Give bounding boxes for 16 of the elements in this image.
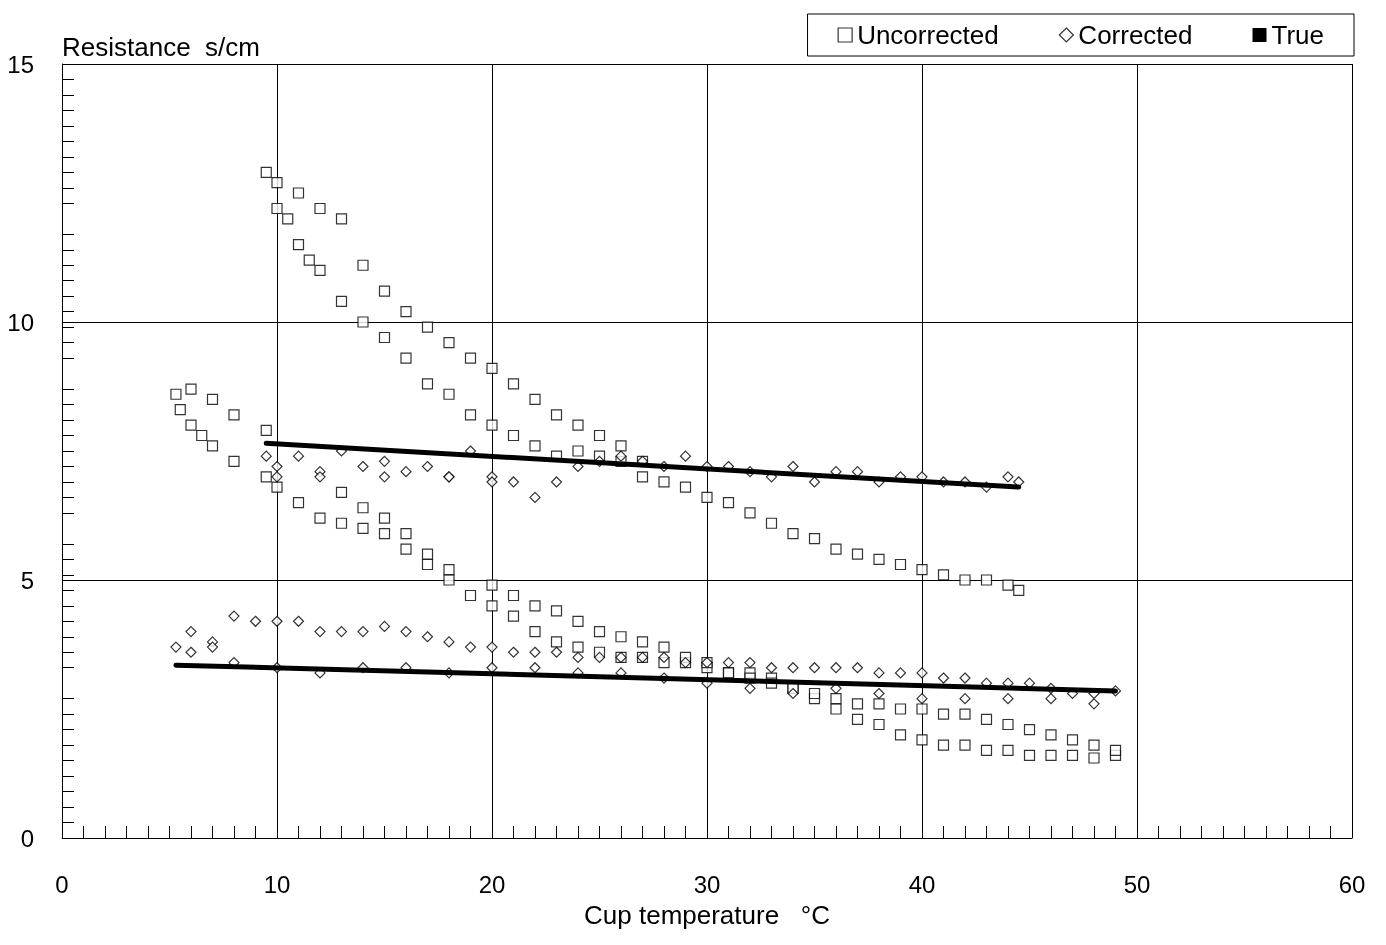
x-tick-label: 60: [1338, 870, 1366, 898]
y-tick-label: 5: [20, 566, 34, 594]
x-tick-label: 20: [478, 870, 506, 898]
x-tick-label: 50: [1123, 870, 1151, 898]
y-tick-label: 15: [7, 50, 34, 78]
x-tick-label: 30: [693, 870, 721, 898]
x-tick-label: 10: [263, 870, 291, 898]
x-axis-title: Cup temperature °C: [584, 900, 830, 930]
y-axis-title: Resistance s/cm: [62, 32, 260, 62]
y-tick-label: 0: [20, 824, 34, 852]
legend-label: Uncorrected: [857, 20, 999, 50]
x-tick-label: 40: [908, 870, 936, 898]
x-tick-label: 0: [55, 870, 69, 898]
legend-label: True: [1271, 20, 1324, 50]
y-tick-label: 10: [7, 308, 34, 336]
legend-label: Corrected: [1078, 20, 1193, 50]
